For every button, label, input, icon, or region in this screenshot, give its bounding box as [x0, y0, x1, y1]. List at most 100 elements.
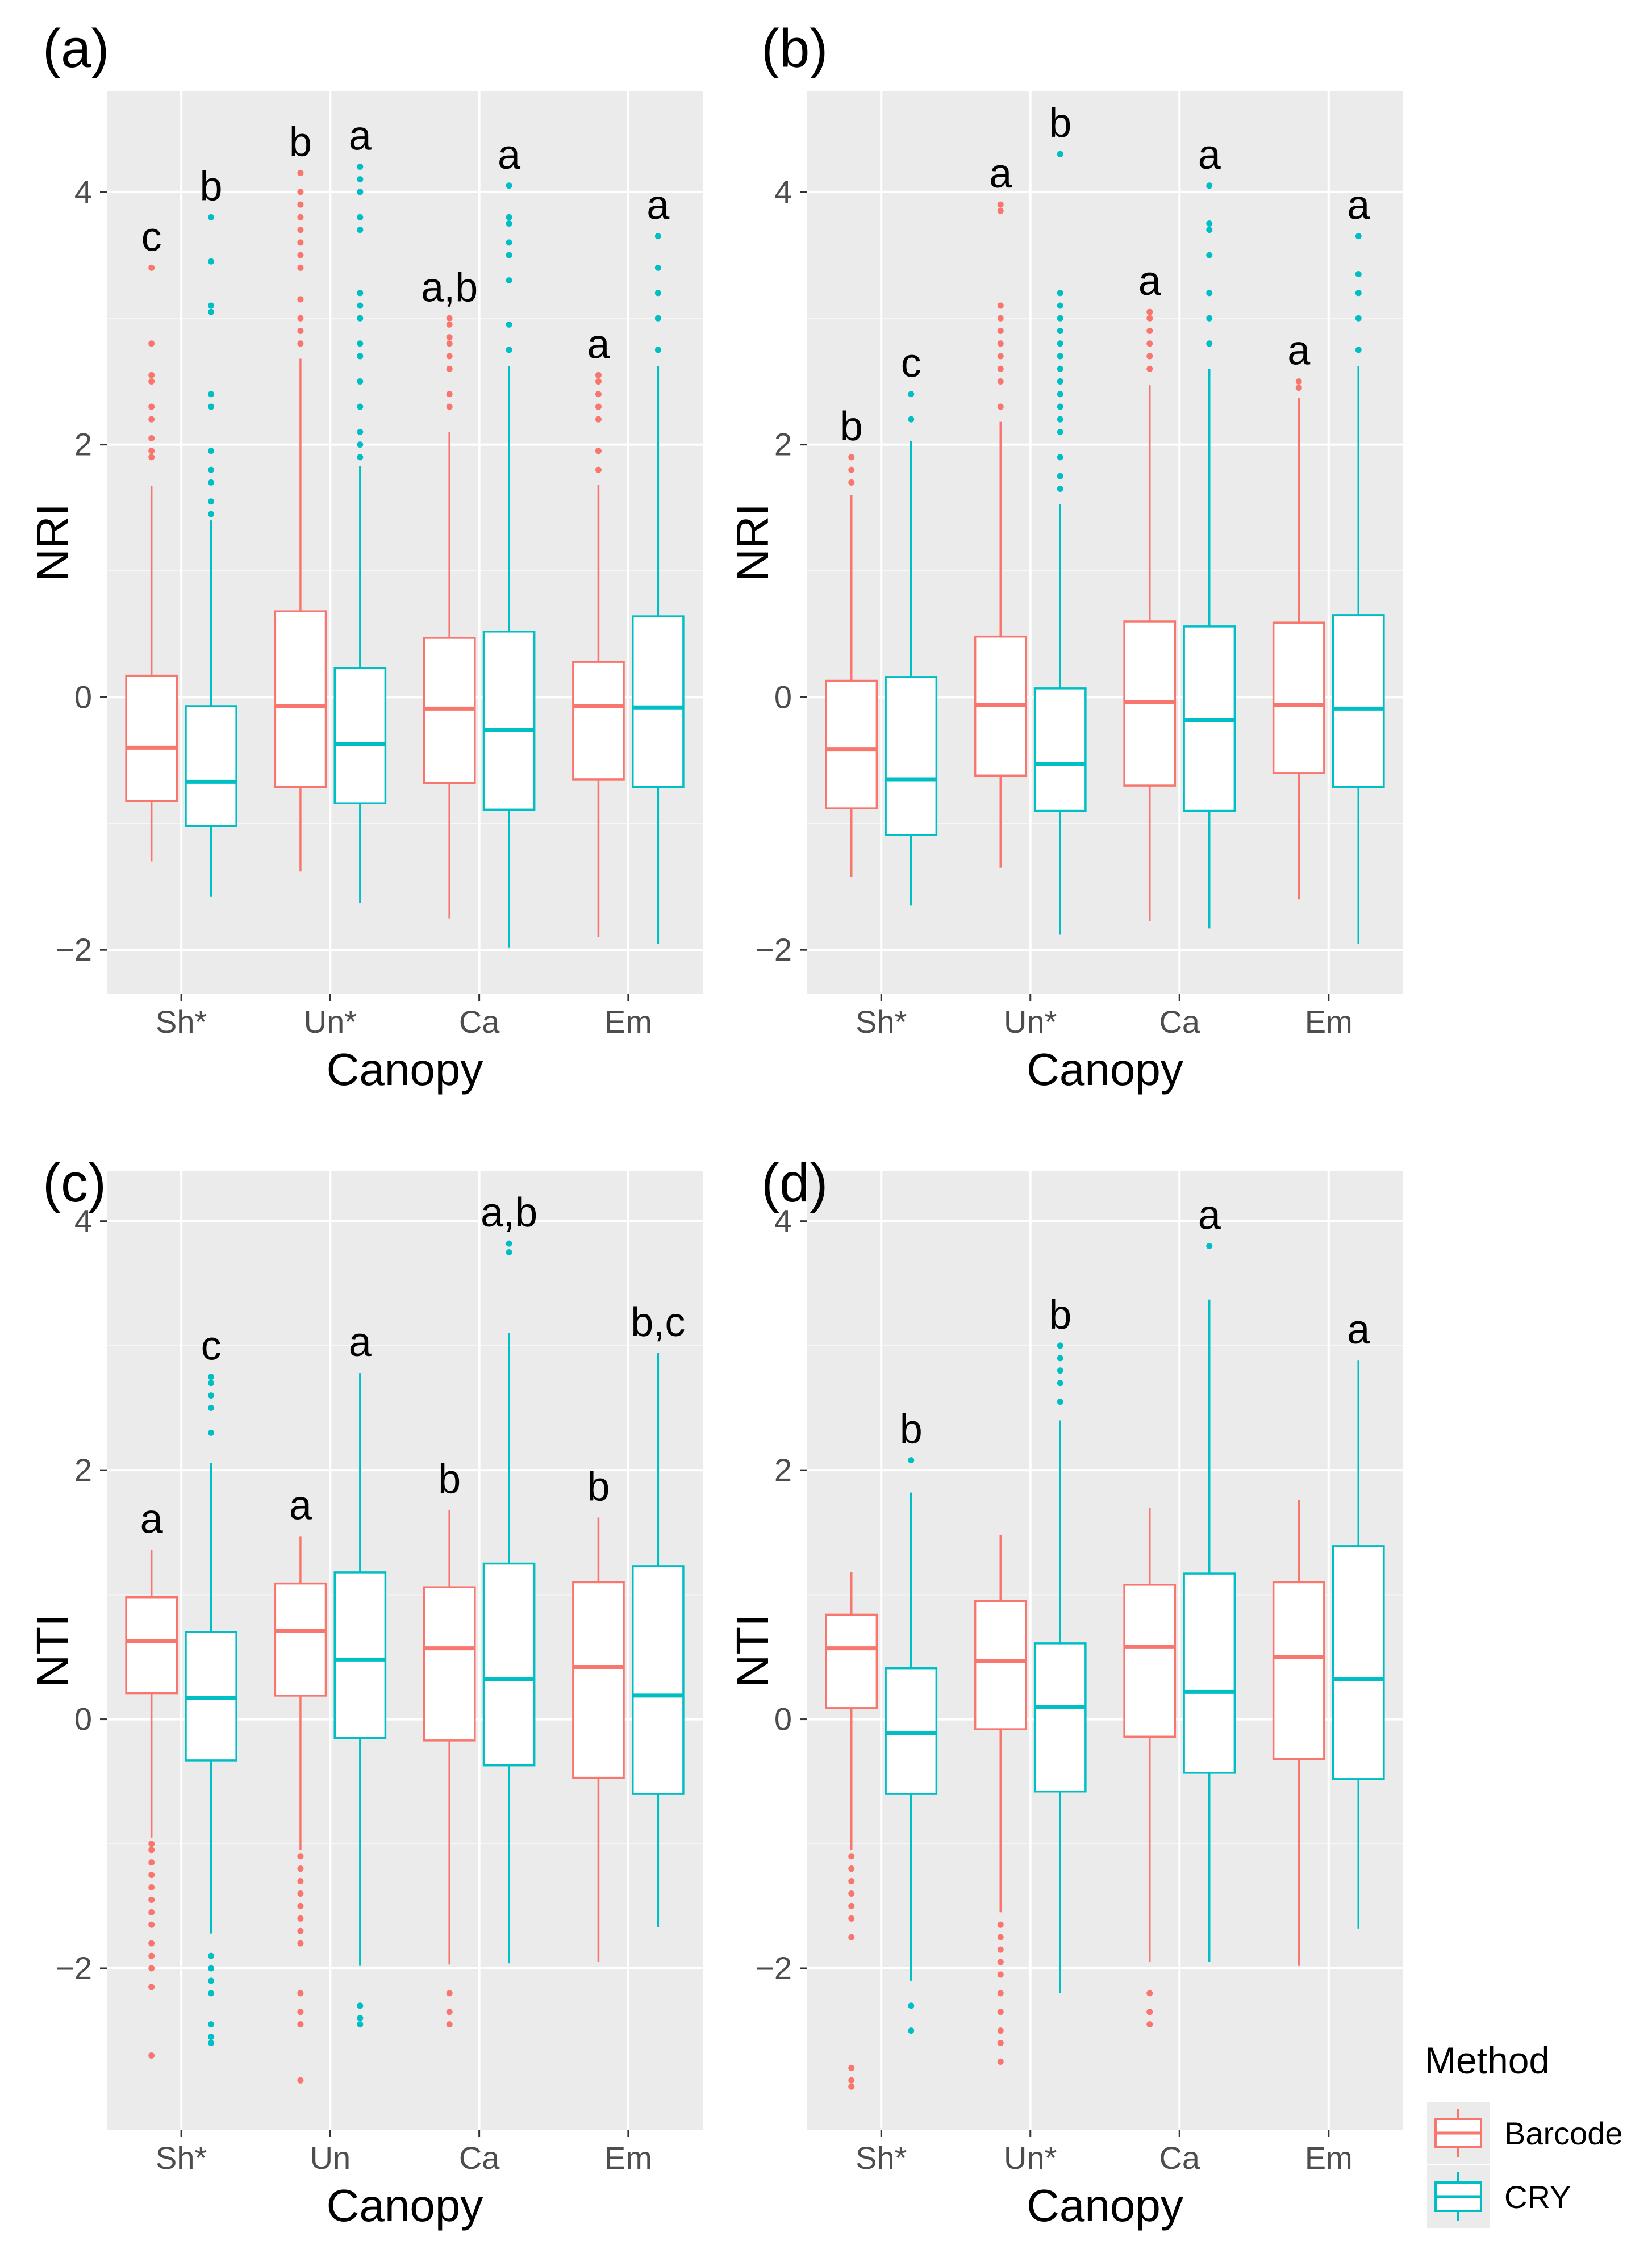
box-barcode-un-star [974, 201, 1027, 868]
outlier-point [357, 315, 364, 322]
outlier-point [908, 2002, 915, 2009]
outlier-point [848, 2064, 855, 2071]
outlier-point [1206, 220, 1213, 227]
significance-letter: a [1198, 1193, 1221, 1238]
outlier-point [297, 2021, 304, 2028]
outlier-point [1057, 1355, 1063, 1362]
significance-letter: a [1287, 328, 1311, 373]
outlier-point [1057, 328, 1063, 335]
outlier-point [997, 353, 1004, 360]
outlier-point [848, 1853, 855, 1860]
outlier-point [357, 214, 364, 220]
outlier-point [297, 1865, 304, 1872]
outlier-point [848, 454, 855, 461]
x-tick-label: Sh* [156, 1004, 207, 1040]
outlier-point [446, 365, 453, 372]
significance-letter: b [438, 1456, 461, 1502]
outlier-point [357, 302, 364, 309]
significance-letter: b,c [631, 1300, 685, 1345]
box-iqr [274, 1582, 327, 1697]
outlier-point [297, 239, 304, 246]
outlier-point [1146, 2009, 1153, 2015]
x-tick-label: Un [310, 2140, 351, 2176]
box-iqr [1272, 1581, 1325, 1760]
y-tick-label: 4 [74, 1203, 92, 1239]
outlier-point [357, 227, 364, 233]
outlier-point [357, 176, 364, 183]
outlier-point [1146, 340, 1153, 347]
outlier-point [997, 378, 1004, 385]
x-tick-label: Em [604, 2140, 652, 2176]
outlier-point [1057, 485, 1063, 492]
outlier-point [1206, 315, 1213, 322]
significance-letter: a [349, 113, 372, 158]
outlier-point [357, 163, 364, 170]
outlier-point [446, 391, 453, 398]
box-cry-un-star [1033, 151, 1087, 935]
outlier-point [148, 403, 155, 410]
outlier-point [208, 1392, 215, 1399]
significance-letter: a [1347, 1307, 1370, 1353]
y-tick-label: 4 [774, 1203, 792, 1239]
outlier-point [1206, 290, 1213, 297]
x-axis-title: Canopy [1027, 2180, 1183, 2231]
outlier-point [1355, 315, 1362, 322]
significance-letter: b [200, 164, 223, 209]
box-barcode-ca [423, 315, 476, 919]
significance-letter: c [901, 341, 921, 386]
y-axis-title: NRI [27, 503, 78, 582]
outlier-point [997, 403, 1004, 410]
outlier-point [148, 1896, 155, 1903]
box-cry-un-star [1033, 1342, 1087, 1993]
box-barcode-sh-star [125, 264, 178, 862]
box-iqr [974, 1600, 1027, 1730]
box-barcode-sh-star [125, 1550, 178, 2059]
outlier-point [148, 1909, 155, 1915]
outlier-point [1057, 1380, 1063, 1387]
significance-letter: a [140, 1496, 164, 1542]
box-cry-sh-star [185, 1374, 237, 2047]
significance-letter: c [141, 214, 162, 260]
box-cry-em [631, 1353, 685, 1927]
outlier-point [595, 378, 602, 385]
y-tick-label: −2 [756, 932, 792, 967]
outlier-point [357, 290, 364, 297]
outlier-point [506, 214, 512, 220]
outlier-point [997, 1921, 1004, 1928]
outlier-point [357, 428, 364, 435]
outlier-point [1206, 227, 1213, 233]
outlier-point [654, 315, 661, 322]
significance-letter: a,b [481, 1190, 537, 1236]
significance-letter: b [289, 120, 312, 165]
outlier-point [997, 2040, 1004, 2047]
box-cry-sh-star [185, 214, 237, 897]
outlier-point [208, 308, 215, 315]
outlier-point [446, 353, 453, 360]
y-tick-label: 0 [774, 1701, 792, 1737]
outlier-point [446, 2021, 453, 2028]
outlier-point [1355, 290, 1362, 297]
outlier-point [1295, 378, 1302, 385]
panel-label: (b) [761, 18, 828, 79]
outlier-point [848, 479, 855, 486]
outlier-point [148, 2052, 155, 2059]
y-tick-label: 0 [74, 679, 92, 715]
x-tick-label: Sh* [156, 2140, 207, 2176]
outlier-point [208, 511, 215, 517]
outlier-point [297, 264, 304, 271]
outlier-point [148, 1847, 155, 1854]
outlier-point [208, 1405, 215, 1412]
outlier-point [1206, 182, 1213, 189]
outlier-point [506, 220, 512, 227]
outlier-point [208, 2021, 215, 2028]
outlier-point [297, 2077, 304, 2084]
outlier-point [1206, 340, 1213, 347]
outlier-point [997, 1946, 1004, 1953]
outlier-point [997, 302, 1004, 309]
outlier-point [506, 239, 512, 246]
box-iqr [1033, 687, 1087, 812]
outlier-point [357, 2002, 364, 2009]
outlier-point [148, 1872, 155, 1879]
outlier-point [848, 1878, 855, 1885]
outlier-point [148, 1859, 155, 1866]
